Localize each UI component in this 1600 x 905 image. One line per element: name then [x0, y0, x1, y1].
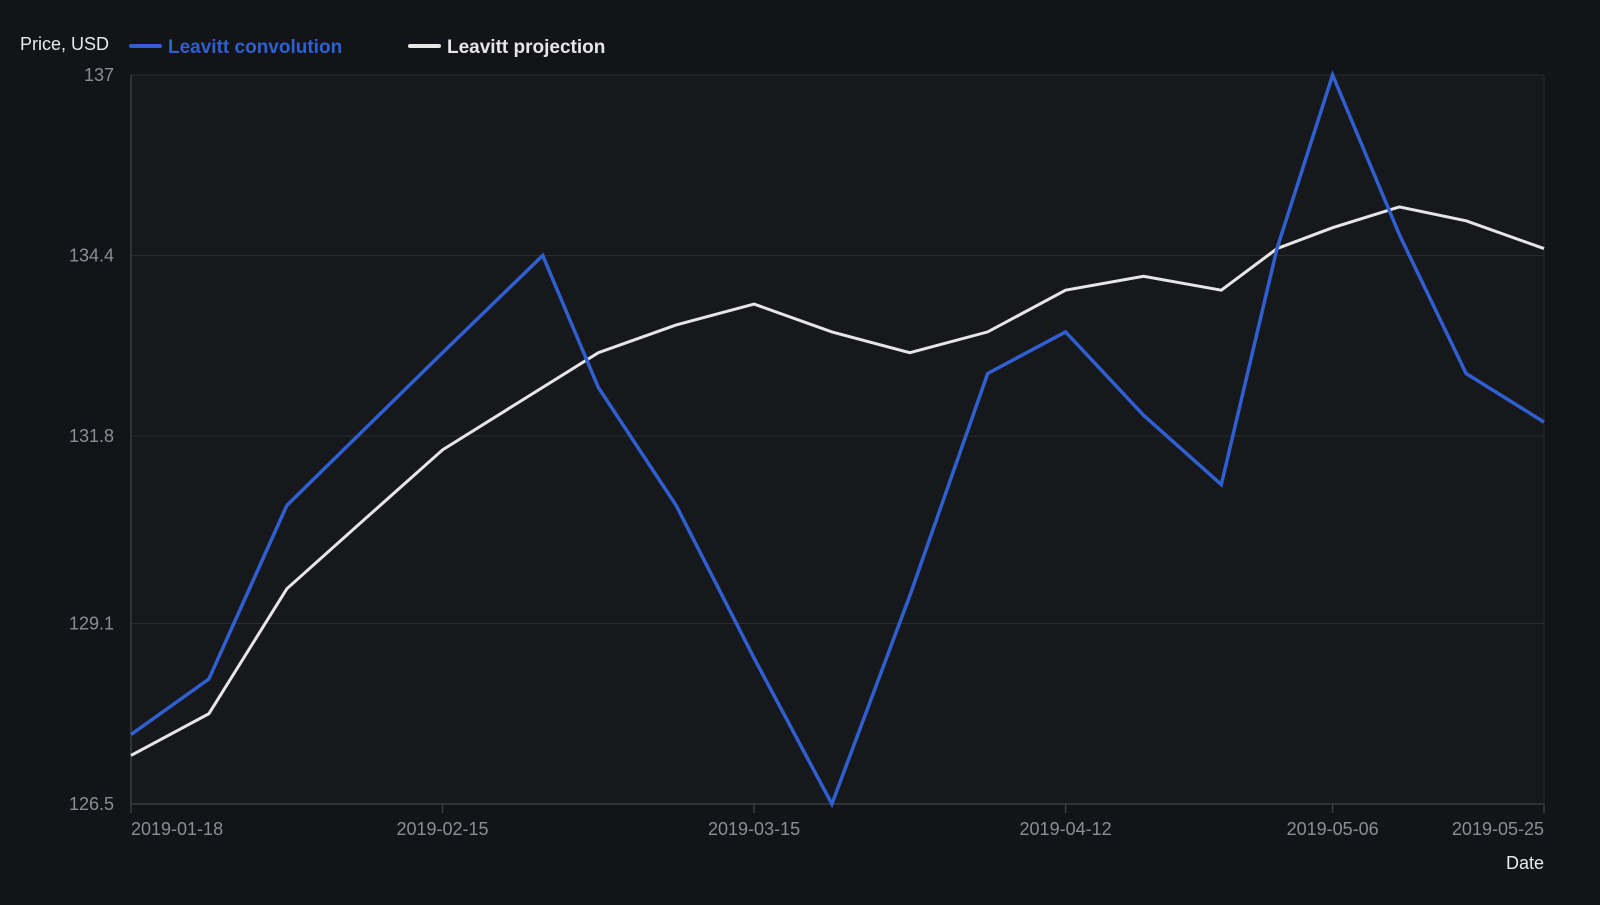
x-axis-title: Date [1506, 853, 1544, 873]
legend-label: Leavitt projection [447, 37, 605, 58]
x-tick-label: 2019-01-18 [131, 819, 223, 839]
y-tick-label: 129.1 [69, 613, 114, 633]
y-tick-label: 126.5 [69, 794, 114, 814]
y-axis-title: Price, USD [20, 34, 109, 54]
axis-labels: 126.5 129.1 131.8 134.4 137 2019-01-18 2019-02… [20, 34, 1544, 873]
series-line-leavitt-convolution [129, 69, 1545, 809]
plot-background [131, 75, 1544, 804]
x-tick-label: 2019-02-15 [396, 819, 488, 839]
x-tick-label: 2019-05-25 [1452, 819, 1544, 839]
legend-label: Leavitt convolution [168, 37, 342, 58]
y-tick-label: 131.8 [69, 426, 114, 446]
legend: Leavitt convolution Leavitt projection [129, 37, 605, 58]
x-tick-label: 2019-04-12 [1020, 819, 1112, 839]
y-tick-label: 134.4 [69, 246, 114, 266]
x-tick-label: 2019-05-06 [1287, 819, 1379, 839]
series-line-leavitt-projection [130, 205, 1545, 757]
y-tick-label: 137 [84, 65, 114, 85]
axes [130, 75, 1545, 813]
x-tick-label: 2019-03-15 [708, 819, 800, 839]
series-lines [129, 69, 1545, 809]
